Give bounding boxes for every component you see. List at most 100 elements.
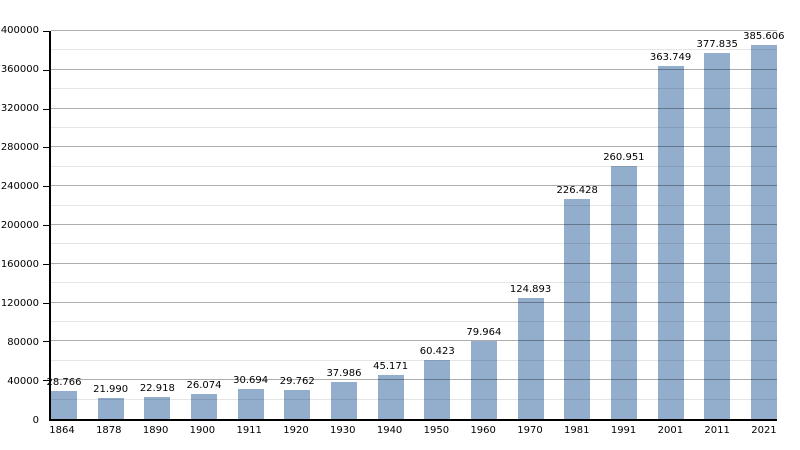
x-tick-slot: 1911 [236, 425, 262, 436]
x-tick-slot: 1991 [611, 425, 637, 436]
y-axis: 0 40000 80000 120000 160000 200000 240000 28000… [0, 25, 43, 426]
x-tick-label: 1890 [142, 425, 169, 436]
major-gridline [51, 262, 777, 264]
bar [424, 360, 451, 419]
bar [470, 341, 497, 419]
x-tick-slot: 1890 [143, 425, 169, 436]
x-tick-label: 1878 [96, 425, 122, 436]
bar-column: 377.835 [697, 31, 738, 419]
x-tick-slot: 1920 [283, 425, 309, 436]
bar-column: 45.171 [373, 31, 408, 419]
minor-gridline [51, 243, 777, 245]
x-tick-slot: 1940 [377, 425, 403, 436]
x-tick-label: 1940 [376, 425, 403, 436]
plot-area: 28.766 21.990 22.918 26.074 30.694 29.762 37.9… [43, 30, 785, 421]
x-tick-label: 1970 [517, 425, 543, 436]
y-tick-label: 80000 [7, 337, 39, 348]
bar-column: 26.074 [186, 31, 221, 419]
minor-gridline [51, 282, 777, 284]
bar-column: 30.694 [233, 31, 268, 419]
major-gridline [51, 68, 777, 70]
bar-column: 260.951 [603, 31, 645, 419]
bar-column: 79.964 [466, 31, 501, 419]
bar-column: 37.986 [326, 31, 361, 419]
bar [190, 393, 217, 419]
bar-value-label: 79.964 [466, 327, 502, 339]
x-tick-label: 2011 [704, 425, 730, 436]
bar-value-label: 37.986 [326, 368, 362, 380]
x-tick-label: 2001 [657, 425, 684, 436]
bar-value-label: 60.423 [419, 346, 455, 358]
x-tick-slot: 2001 [657, 425, 683, 436]
bar-value-label: 377.835 [696, 38, 738, 50]
bar-value-label: 124.893 [509, 283, 552, 295]
y-tick-label: 320000 [0, 103, 39, 114]
bar-value-label: 30.694 [233, 375, 269, 387]
x-tick-slot: 1878 [96, 425, 122, 436]
bar [97, 397, 124, 419]
major-gridline [51, 30, 777, 31]
x-tick-slot: 2011 [704, 425, 730, 436]
bar [610, 165, 637, 419]
bar-value-label: 385.606 [743, 30, 785, 42]
y-tick-label: 360000 [0, 64, 39, 75]
x-tick-label: 1950 [423, 425, 450, 436]
bar-column: 124.893 [510, 31, 551, 419]
x-tick-slot: 1930 [330, 425, 356, 436]
major-gridline [51, 146, 777, 148]
x-tick-label: 1920 [283, 425, 309, 436]
bar [564, 199, 591, 419]
x-tick-label: 1911 [236, 425, 262, 436]
major-gridline [51, 379, 777, 381]
x-axis-labels: 1864 1878 1890 1900 1911 1920 1930 1940 1950 1960… [49, 425, 777, 436]
y-tick-label: 160000 [0, 259, 39, 270]
bar [517, 297, 544, 419]
major-gridline [51, 185, 777, 187]
bar-column: 22.918 [140, 31, 175, 419]
x-tick-label: 1960 [470, 425, 496, 436]
y-tick-mark [43, 341, 49, 343]
y-tick-mark [43, 108, 49, 110]
y-tick-label: 400000 [0, 25, 39, 36]
bar [657, 66, 684, 419]
minor-gridline [51, 398, 777, 400]
bar-column: 29.762 [280, 31, 315, 419]
bar-column: 226.428 [557, 31, 598, 419]
x-tick-slot: 1981 [564, 425, 590, 436]
major-gridline [51, 301, 777, 303]
y-tick-label: 240000 [0, 181, 39, 192]
major-gridline [51, 107, 777, 109]
minor-gridline [51, 359, 777, 361]
y-tick-mark [43, 380, 49, 382]
y-tick-label: 120000 [0, 298, 39, 309]
minor-gridline [51, 165, 777, 167]
bar [330, 382, 357, 419]
x-tick-label: 1991 [610, 425, 637, 436]
y-tick-mark [43, 147, 49, 149]
bar-value-label: 29.762 [279, 376, 315, 388]
y-tick-mark [43, 225, 49, 226]
bar-column: 385.606 [743, 31, 785, 419]
bar-column: 363.749 [650, 31, 691, 419]
bar-column: 28.766 [47, 31, 82, 419]
bar [51, 391, 77, 419]
y-tick-mark [43, 69, 49, 71]
bar-value-label: 260.951 [603, 151, 645, 163]
x-tick-label: 2021 [751, 425, 777, 436]
minor-gridline [51, 49, 777, 51]
y-tick-label: 0 [32, 415, 39, 426]
major-gridline [51, 340, 777, 342]
x-tick-label: 1930 [330, 425, 356, 436]
bar [704, 52, 731, 419]
bar-value-label: 22.918 [139, 382, 175, 394]
bar-value-label: 226.428 [556, 185, 598, 197]
bar-column: 60.423 [420, 31, 455, 419]
y-tick-label: 200000 [0, 220, 39, 231]
bar-value-label: 21.990 [93, 383, 129, 395]
bar [144, 396, 171, 419]
x-tick-slot: 2021 [751, 425, 777, 436]
minor-gridline [51, 127, 777, 128]
bar-value-label: 26.074 [186, 379, 222, 391]
bar-value-label: 45.171 [373, 361, 409, 373]
